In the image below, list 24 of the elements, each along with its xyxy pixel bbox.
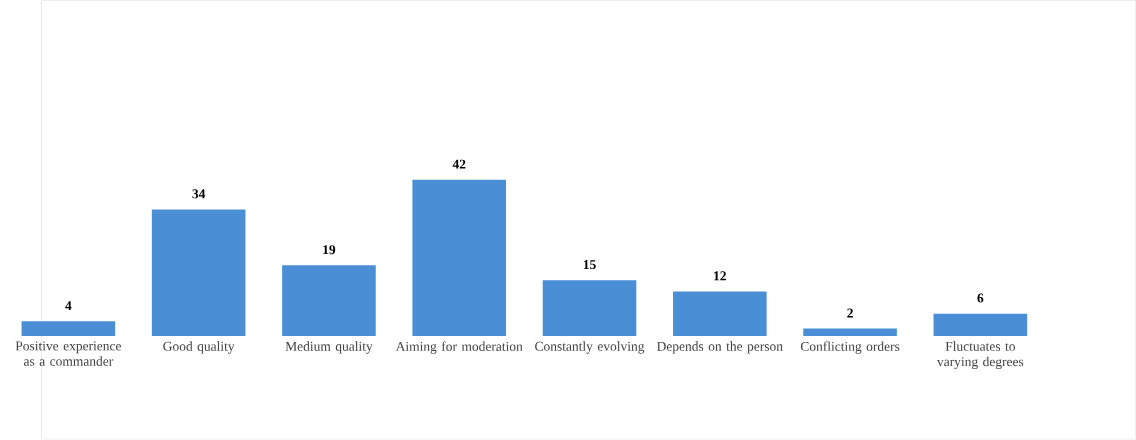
x-tick-label: Constantly evolving xyxy=(535,341,645,354)
data-label: 6 xyxy=(977,293,984,303)
data-label: 4 xyxy=(65,301,72,311)
data-label: 2 xyxy=(847,308,853,318)
data-label: 19 xyxy=(323,245,336,255)
data-label: 42 xyxy=(452,159,466,169)
x-tick-label: Positive experience as a commander xyxy=(15,341,121,367)
bar xyxy=(933,313,1028,337)
data-label: 12 xyxy=(714,271,726,281)
data-label: 15 xyxy=(583,260,596,270)
bar xyxy=(21,321,116,337)
x-tick-label: Fluctuates to varying degrees xyxy=(937,341,1024,370)
bar xyxy=(412,179,507,337)
x-tick-label: Conflicting orders xyxy=(800,341,900,355)
x-tick-label: Good quality xyxy=(163,341,235,354)
bar xyxy=(151,209,246,337)
bar xyxy=(542,280,637,337)
x-tick-label: Medium quality xyxy=(285,341,373,354)
bar xyxy=(803,328,897,337)
x-tick-label: Aiming for moderation xyxy=(395,341,523,355)
bar xyxy=(672,291,767,337)
bar xyxy=(282,265,376,337)
x-tick-label: Depends on the person xyxy=(657,341,783,354)
data-label: 34 xyxy=(192,189,206,199)
